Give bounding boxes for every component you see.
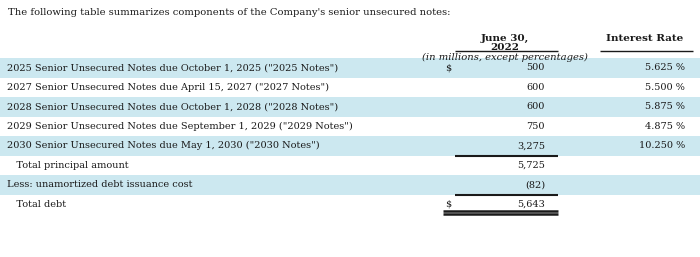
Text: Less: unamortized debt issuance cost: Less: unamortized debt issuance cost — [7, 180, 192, 189]
Text: 750: 750 — [526, 122, 545, 131]
Text: 600: 600 — [526, 102, 545, 111]
Bar — [0, 175, 700, 195]
Text: (82): (82) — [525, 180, 545, 189]
Bar — [0, 97, 700, 116]
Text: 2030 Senior Unsecured Notes due May 1, 2030 ("2030 Notes"): 2030 Senior Unsecured Notes due May 1, 2… — [7, 141, 320, 150]
Text: Interest Rate: Interest Rate — [606, 34, 684, 43]
Text: 3,275: 3,275 — [517, 141, 545, 150]
Text: 2022: 2022 — [491, 43, 519, 52]
Text: 5,643: 5,643 — [517, 200, 545, 209]
Text: 5.500 %: 5.500 % — [645, 83, 685, 92]
Text: 500: 500 — [526, 63, 545, 72]
Text: The following table summarizes components of the Company's senior unsecured note: The following table summarizes component… — [8, 8, 451, 17]
Text: Total principal amount: Total principal amount — [7, 161, 129, 170]
Bar — [0, 155, 700, 175]
Text: $: $ — [445, 63, 452, 72]
Text: 5.875 %: 5.875 % — [645, 102, 685, 111]
Text: 2029 Senior Unsecured Notes due September 1, 2029 ("2029 Notes"): 2029 Senior Unsecured Notes due Septembe… — [7, 122, 353, 131]
Text: 2027 Senior Unsecured Notes due April 15, 2027 ("2027 Notes"): 2027 Senior Unsecured Notes due April 15… — [7, 83, 329, 92]
Text: Total debt: Total debt — [7, 200, 66, 209]
Bar — [0, 116, 700, 136]
Text: 5.625 %: 5.625 % — [645, 63, 685, 72]
Text: 10.250 %: 10.250 % — [638, 141, 685, 150]
Bar — [0, 78, 700, 97]
Text: 5,725: 5,725 — [517, 161, 545, 170]
Text: (in millions, except percentages): (in millions, except percentages) — [422, 53, 588, 62]
Text: 2025 Senior Unsecured Notes due October 1, 2025 ("2025 Notes"): 2025 Senior Unsecured Notes due October … — [7, 63, 338, 72]
Text: 4.875 %: 4.875 % — [645, 122, 685, 131]
Bar — [0, 195, 700, 214]
Text: $: $ — [445, 200, 452, 209]
Bar — [0, 58, 700, 78]
Text: 600: 600 — [526, 83, 545, 92]
Text: 2028 Senior Unsecured Notes due October 1, 2028 ("2028 Notes"): 2028 Senior Unsecured Notes due October … — [7, 102, 338, 111]
Text: June 30,: June 30, — [481, 34, 529, 43]
Bar — [0, 136, 700, 155]
